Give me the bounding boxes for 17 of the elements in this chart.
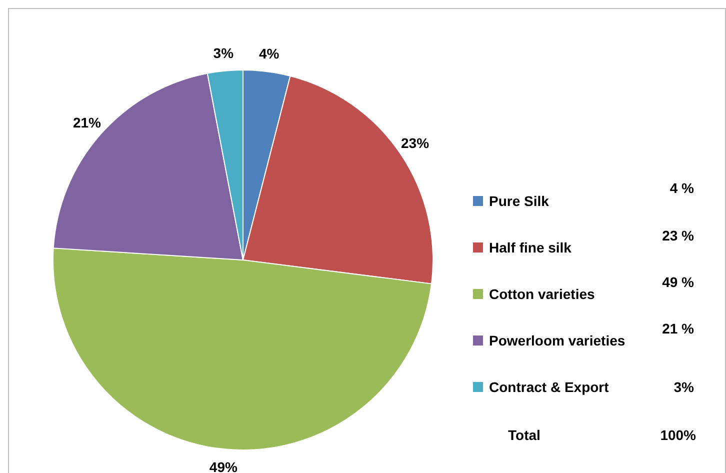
text: 21 % xyxy=(662,320,695,336)
legend-label: Powerloom varieties xyxy=(489,332,626,348)
data-label: 49% xyxy=(209,459,238,473)
text: 100% xyxy=(660,427,697,443)
data-label: 21% xyxy=(72,114,102,130)
data-label: 4% xyxy=(258,46,280,62)
legend-label: Contract & Export xyxy=(489,379,610,395)
text: 3% xyxy=(674,379,695,395)
data-label: 3% xyxy=(213,44,234,61)
legend-label: Cotton varieties xyxy=(489,286,596,302)
text: 23 % xyxy=(662,228,695,244)
text: Total xyxy=(508,427,540,443)
data-label: 23% xyxy=(401,135,430,152)
legend-label: Half fine silk xyxy=(489,240,572,256)
text: 49 % xyxy=(662,274,695,290)
legend-label: Pure Silk xyxy=(489,193,550,209)
text: 4 % xyxy=(670,180,695,196)
